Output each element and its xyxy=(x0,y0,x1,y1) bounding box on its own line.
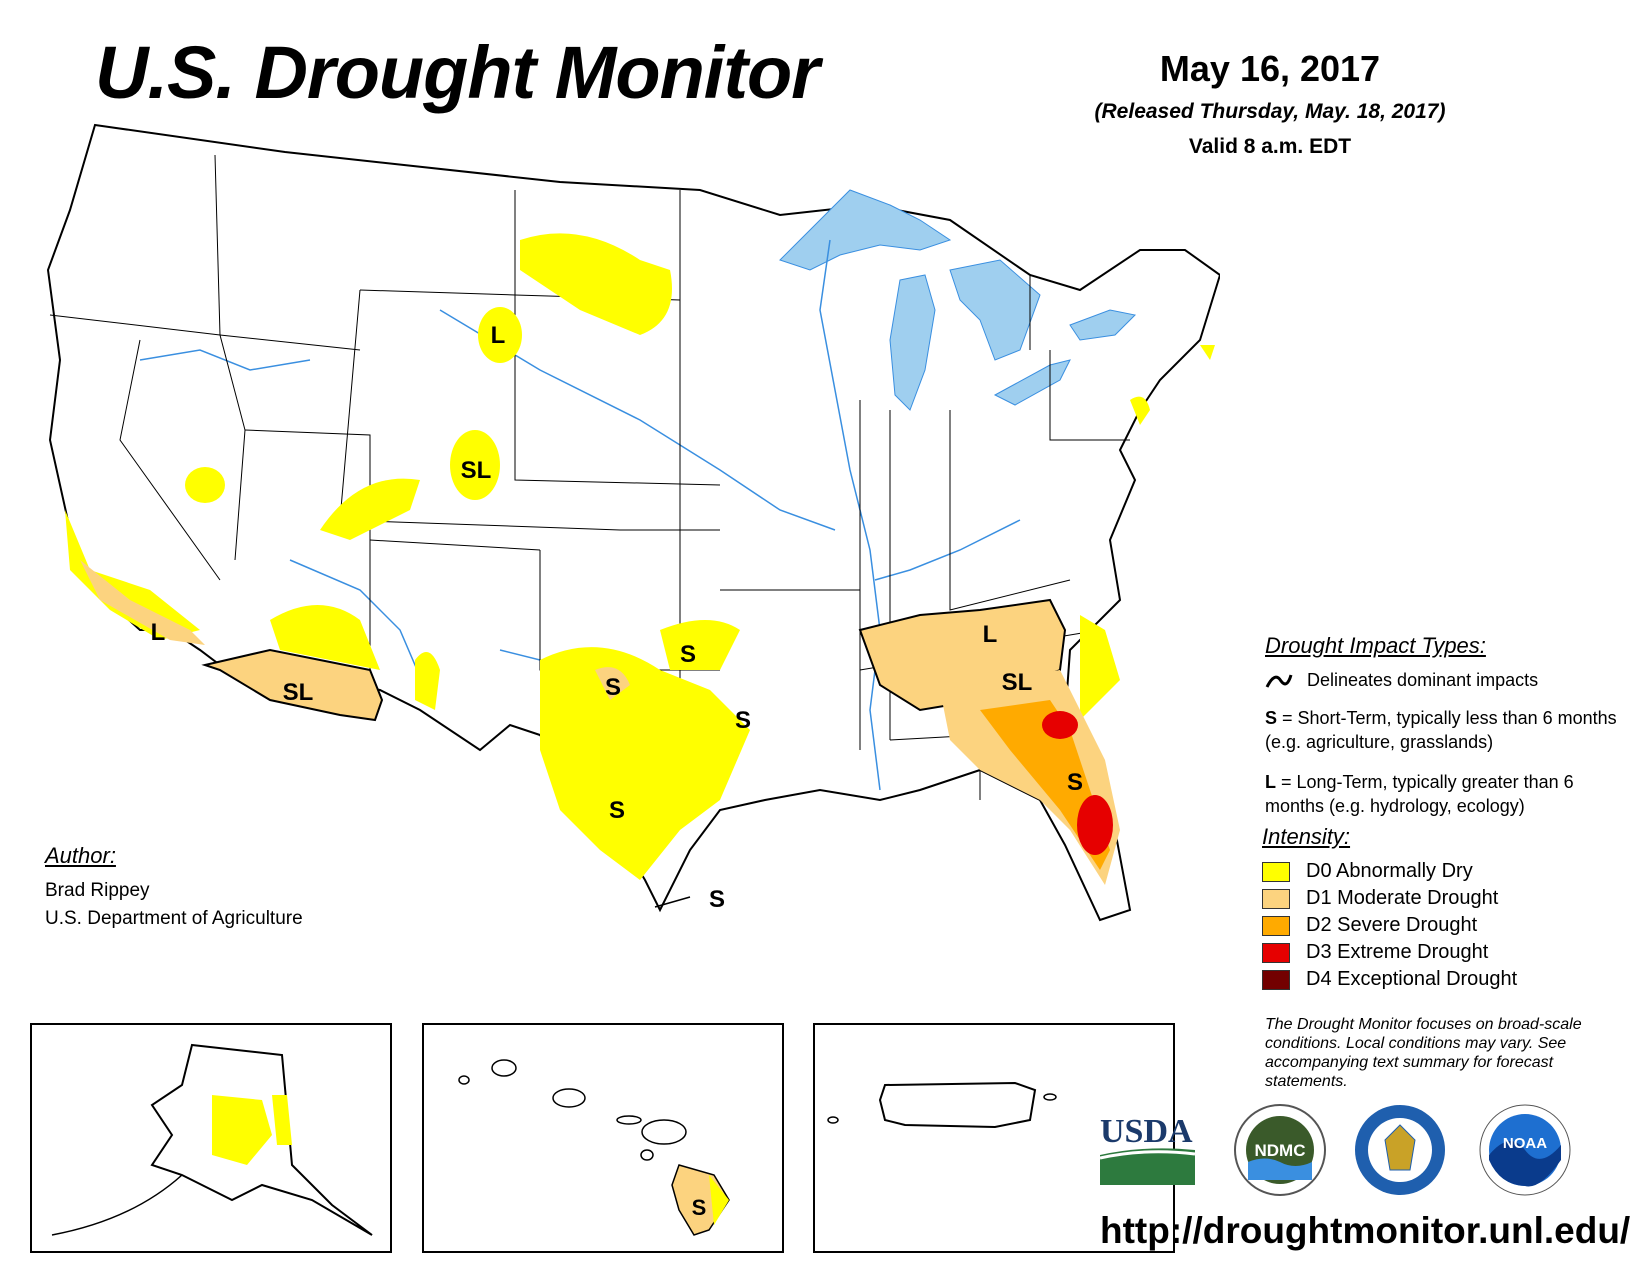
map-label-sl: SL xyxy=(1002,669,1033,696)
ndmc-logo-text: NDMC xyxy=(1255,1141,1306,1160)
hawaii-inset: S xyxy=(422,1023,784,1253)
intensity-d1: D1 Moderate Drought xyxy=(1262,885,1498,912)
map-label-s: S xyxy=(1067,769,1083,796)
swatch-d4 xyxy=(1262,969,1290,990)
map-label-s: S xyxy=(605,674,621,701)
swatch-d3 xyxy=(1262,942,1290,963)
label-leader-line xyxy=(654,896,691,908)
intensity-label: D1 Moderate Drought xyxy=(1306,887,1499,909)
hawaii-map: S xyxy=(458,1059,730,1236)
intensity-d3: D3 Extreme Drought xyxy=(1262,939,1488,966)
swatch-d1 xyxy=(1262,888,1290,909)
drought-areas xyxy=(65,233,1215,885)
impact-line-key: Delineates dominant impacts xyxy=(1265,670,1538,691)
impact-long-key: L xyxy=(1265,772,1276,792)
map-label-s: S xyxy=(735,707,751,734)
intensity-label: D2 Severe Drought xyxy=(1306,914,1478,936)
impact-short-key: S xyxy=(1265,708,1278,728)
map-date: May 16, 2017 xyxy=(1159,48,1381,89)
impact-types-title: Drought Impact Types: xyxy=(1265,633,1486,658)
lake-huron xyxy=(949,259,1041,361)
partner-logos: USDA NDMC NOAA xyxy=(1100,1104,1571,1196)
swatch-d2 xyxy=(1262,915,1290,936)
impact-delineation-icon xyxy=(1265,674,1293,688)
impact-short-term: S = Short-Term, typically less than 6 mo… xyxy=(1265,706,1625,754)
swatch-d0 xyxy=(1262,861,1290,882)
alaska-map xyxy=(51,1043,373,1236)
impact-long-desc: = Long-Term, typically greater than 6 mo… xyxy=(1265,772,1574,816)
lake-superior xyxy=(779,189,952,271)
map-label-l: L xyxy=(151,619,166,646)
map-label-s: S xyxy=(680,641,696,668)
intensity-label: D0 Abnormally Dry xyxy=(1306,860,1473,882)
map-label-s: S xyxy=(709,886,725,913)
intensity-d2: D2 Severe Drought xyxy=(1262,912,1477,939)
alaska-inset xyxy=(30,1023,392,1253)
intensity-title: Intensity: xyxy=(1262,824,1351,849)
disclaimer-text: The Drought Monitor focuses on broad-sca… xyxy=(1265,1016,1582,1090)
website-url[interactable]: http://droughtmonitor.unl.edu/ xyxy=(1100,1210,1631,1251)
intensity-d4: D4 Exceptional Drought xyxy=(1262,966,1517,993)
lake-erie xyxy=(993,359,1071,406)
impact-line-label: Delineates dominant impacts xyxy=(1307,670,1539,690)
author-label: Author: xyxy=(45,843,116,868)
noaa-logo-text: NOAA xyxy=(1503,1135,1547,1152)
map-label-l: L xyxy=(983,621,998,648)
lake-ontario xyxy=(1069,309,1137,341)
lake-michigan xyxy=(889,274,936,411)
map-label-l: L xyxy=(491,322,506,349)
page-title: U.S. Drought Monitor xyxy=(95,31,820,114)
map-label-sl: SL xyxy=(461,457,492,484)
intensity-label: D4 Exceptional Drought xyxy=(1306,968,1518,990)
puerto-rico-inset xyxy=(813,1023,1175,1253)
conus-map: L SL L SL S S S S S L SL S xyxy=(46,123,1220,922)
commerce-seal xyxy=(1355,1105,1445,1195)
author-org: U.S. Department of Agriculture xyxy=(45,908,303,929)
usda-logo-text: USDA xyxy=(1100,1113,1193,1150)
intensity-d0: D0 Abnormally Dry xyxy=(1262,858,1473,885)
map-label-sl: SL xyxy=(283,679,314,706)
map-label-s: S xyxy=(609,797,625,824)
ndmc-logo: NDMC xyxy=(1234,1104,1326,1196)
usda-logo: USDA xyxy=(1100,1113,1196,1185)
impact-long-term: L = Long-Term, typically greater than 6 … xyxy=(1265,770,1625,818)
impact-short-desc: = Short-Term, typically less than 6 mont… xyxy=(1265,708,1617,752)
map-label-s: S xyxy=(692,1195,707,1220)
intensity-label: D3 Extreme Drought xyxy=(1306,941,1489,963)
release-date: (Released Thursday, May. 18, 2017) xyxy=(1094,100,1446,123)
puerto-rico-map xyxy=(827,1081,1057,1129)
valid-time: Valid 8 a.m. EDT xyxy=(1188,135,1352,158)
author-name: Brad Rippey xyxy=(45,880,150,901)
noaa-logo: NOAA xyxy=(1479,1104,1571,1196)
